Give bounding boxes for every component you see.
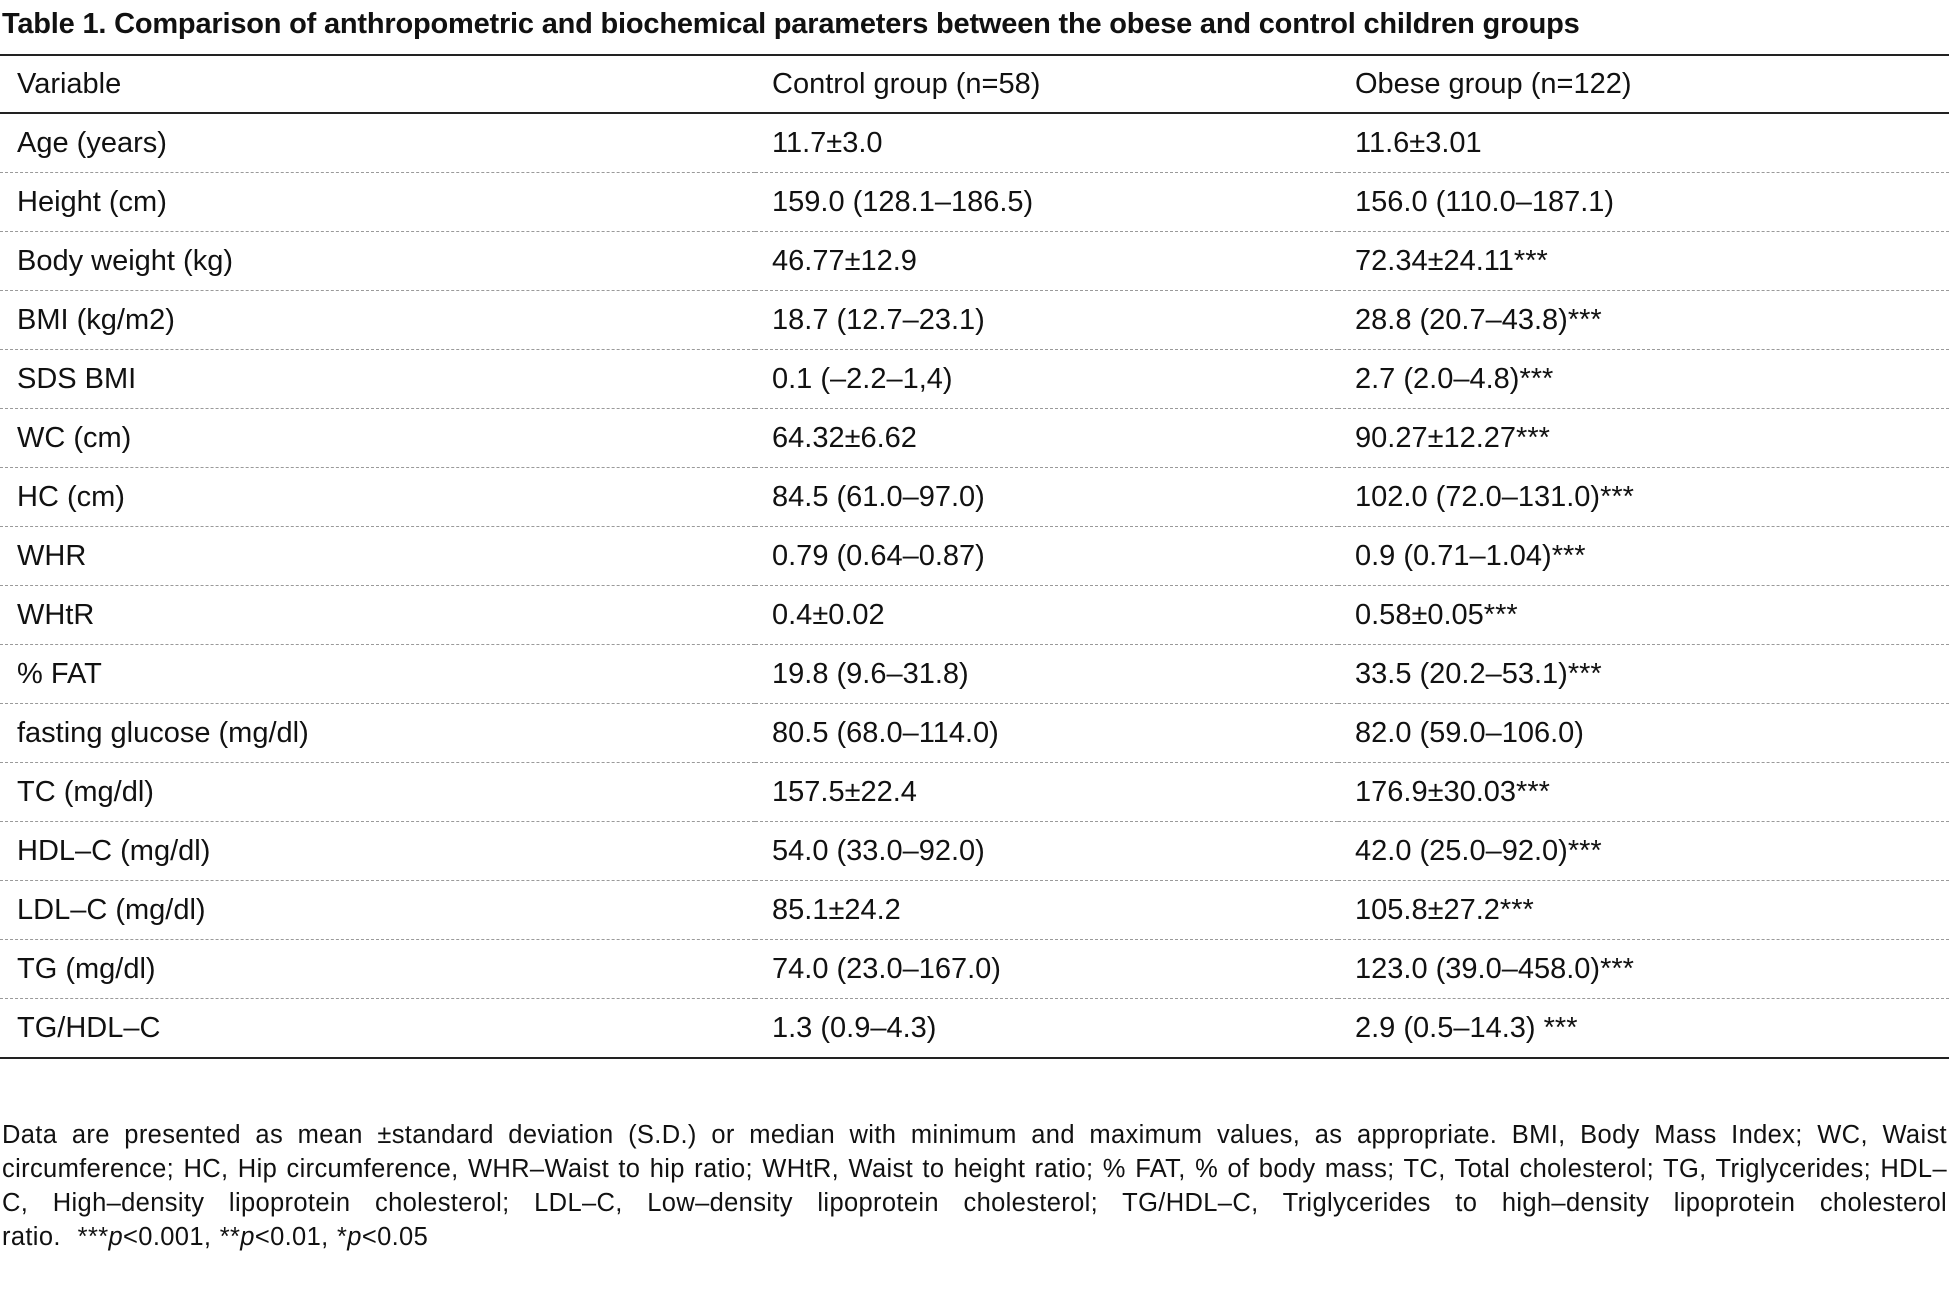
cell-obese: 90.27±12.27***	[1338, 408, 1949, 468]
cell-variable: TC (mg/dl)	[0, 762, 755, 822]
significance-marker-01: **p<0.01,	[219, 1223, 329, 1251]
header-control-group: Control group (n=58)	[755, 56, 1338, 114]
cell-control: 159.0 (128.1–186.5)	[755, 172, 1338, 232]
table-row: % FAT 19.8 (9.6–31.8) 33.5 (20.2–53.1)**…	[0, 644, 1949, 704]
cell-control: 46.77±12.9	[755, 231, 1338, 291]
header-row: Variable Control group (n=58) Obese grou…	[0, 56, 1949, 114]
cell-variable: fasting glucose (mg/dl)	[0, 703, 755, 763]
cell-obese: 28.8 (20.7–43.8)***	[1338, 290, 1949, 350]
cell-control: 54.0 (33.0–92.0)	[755, 821, 1338, 881]
cell-obese: 123.0 (39.0–458.0)***	[1338, 939, 1949, 999]
header-variable: Variable	[0, 56, 755, 114]
table-row: Height (cm) 159.0 (128.1–186.5) 156.0 (1…	[0, 172, 1949, 232]
header-obese-group: Obese group (n=122)	[1338, 56, 1949, 114]
cell-obese: 42.0 (25.0–92.0)***	[1338, 821, 1949, 881]
table-row: Body weight (kg) 46.77±12.9 72.34±24.11*…	[0, 231, 1949, 291]
cell-variable: % FAT	[0, 644, 755, 704]
table-row: HC (cm) 84.5 (61.0–97.0) 102.0 (72.0–131…	[0, 467, 1949, 527]
table-row: LDL–C (mg/dl) 85.1±24.2 105.8±27.2***	[0, 880, 1949, 940]
cell-variable: TG/HDL–C	[0, 998, 755, 1059]
cell-obese: 2.9 (0.5–14.3) ***	[1338, 998, 1949, 1059]
cell-variable: Body weight (kg)	[0, 231, 755, 291]
cell-control: 84.5 (61.0–97.0)	[755, 467, 1338, 527]
cell-control: 64.32±6.62	[755, 408, 1338, 468]
cell-obese: 0.58±0.05***	[1338, 585, 1949, 645]
cell-variable: Age (years)	[0, 113, 755, 173]
cell-control: 0.79 (0.64–0.87)	[755, 526, 1338, 586]
table-row: TG/HDL–C 1.3 (0.9–4.3) 2.9 (0.5–14.3) **…	[0, 998, 1949, 1059]
cell-variable: WHR	[0, 526, 755, 586]
cell-obese: 82.0 (59.0–106.0)	[1338, 703, 1949, 763]
data-table: Variable Control group (n=58) Obese grou…	[0, 56, 1949, 1059]
cell-control: 1.3 (0.9–4.3)	[755, 998, 1338, 1059]
cell-variable: TG (mg/dl)	[0, 939, 755, 999]
cell-obese: 33.5 (20.2–53.1)***	[1338, 644, 1949, 704]
cell-variable: Height (cm)	[0, 172, 755, 232]
table-row: SDS BMI 0.1 (–2.2–1,4) 2.7 (2.0–4.8)***	[0, 349, 1949, 409]
significance-marker-05: *p<0.05	[337, 1223, 429, 1251]
cell-obese: 156.0 (110.0–187.1)	[1338, 172, 1949, 232]
table-row: WC (cm) 64.32±6.62 90.27±12.27***	[0, 408, 1949, 468]
cell-obese: 0.9 (0.71–1.04)***	[1338, 526, 1949, 586]
cell-control: 0.4±0.02	[755, 585, 1338, 645]
cell-variable: BMI (kg/m2)	[0, 290, 755, 350]
cell-obese: 2.7 (2.0–4.8)***	[1338, 349, 1949, 409]
cell-variable: WC (cm)	[0, 408, 755, 468]
cell-variable: WHtR	[0, 585, 755, 645]
table-title: Table 1. Comparison of anthropometric an…	[2, 8, 1580, 40]
table-row: BMI (kg/m2) 18.7 (12.7–23.1) 28.8 (20.7–…	[0, 290, 1949, 350]
cell-control: 11.7±3.0	[755, 113, 1338, 173]
table-row: Age (years) 11.7±3.0 11.6±3.01	[0, 113, 1949, 173]
table-row: TC (mg/dl) 157.5±22.4 176.9±30.03***	[0, 762, 1949, 822]
cell-control: 19.8 (9.6–31.8)	[755, 644, 1338, 704]
table-row: WHR 0.79 (0.64–0.87) 0.9 (0.71–1.04)***	[0, 526, 1949, 586]
table-row: TG (mg/dl) 74.0 (23.0–167.0) 123.0 (39.0…	[0, 939, 1949, 999]
table-row: HDL–C (mg/dl) 54.0 (33.0–92.0) 42.0 (25.…	[0, 821, 1949, 881]
cell-control: 74.0 (23.0–167.0)	[755, 939, 1338, 999]
table-row: fasting glucose (mg/dl) 80.5 (68.0–114.0…	[0, 703, 1949, 763]
cell-obese: 105.8±27.2***	[1338, 880, 1949, 940]
cell-variable: HC (cm)	[0, 467, 755, 527]
top-rule	[0, 54, 1949, 56]
cell-control: 0.1 (–2.2–1,4)	[755, 349, 1338, 409]
cell-control: 80.5 (68.0–114.0)	[755, 703, 1338, 763]
table-row: WHtR 0.4±0.02 0.58±0.05***	[0, 585, 1949, 645]
table-container: Variable Control group (n=58) Obese grou…	[0, 56, 1949, 1059]
cell-variable: SDS BMI	[0, 349, 755, 409]
footnote-text: Data are presented as mean ±standard dev…	[2, 1121, 1947, 1251]
cell-obese: 176.9±30.03***	[1338, 762, 1949, 822]
cell-control: 18.7 (12.7–23.1)	[755, 290, 1338, 350]
cell-control: 157.5±22.4	[755, 762, 1338, 822]
significance-marker-001: ***p<0.001,	[77, 1223, 212, 1251]
cell-variable: LDL–C (mg/dl)	[0, 880, 755, 940]
table-footnote: Data are presented as mean ±standard dev…	[2, 1118, 1947, 1254]
cell-obese: 102.0 (72.0–131.0)***	[1338, 467, 1949, 527]
cell-obese: 72.34±24.11***	[1338, 231, 1949, 291]
cell-obese: 11.6±3.01	[1338, 113, 1949, 173]
cell-variable: HDL–C (mg/dl)	[0, 821, 755, 881]
cell-control: 85.1±24.2	[755, 880, 1338, 940]
